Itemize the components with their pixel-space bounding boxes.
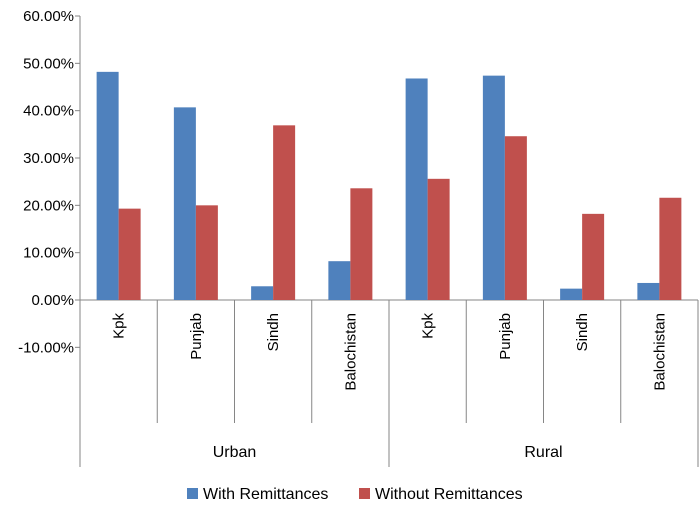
y-tick-labels: 60.00% 50.00% 40.00% 30.00% 20.00% 10.00% 0.00… (18, 8, 74, 356)
legend-label: Without Remittances (375, 486, 523, 503)
x-tick-label: Balochistan (342, 313, 359, 391)
y-tick-label: 30.00% (23, 150, 74, 167)
x-tick-label: Kpk (420, 313, 437, 339)
y-tick-label: 40.00% (23, 103, 74, 120)
x-tick-labels: Kpk Punjab Sindh Balochistan Kpk Punjab Sindh B… (111, 313, 669, 461)
x-tick-label: Balochistan (651, 313, 668, 391)
bar-with-remittances (251, 286, 274, 300)
legend: With Remittances Without Remittances (187, 486, 523, 503)
x-tick-label: Sindh (574, 313, 591, 351)
bar-with-remittances (173, 107, 196, 300)
legend-label: With Remittances (203, 486, 328, 503)
y-tick-label: 60.00% (23, 8, 74, 25)
bar-with-remittances (405, 78, 428, 300)
x-tick-label: Punjab (188, 313, 205, 360)
y-tick-label: 0.00% (31, 292, 74, 309)
bars (96, 71, 682, 300)
bar-without-remittances (118, 208, 141, 300)
legend-swatch (359, 488, 370, 499)
x-tick-label: Kpk (111, 313, 128, 339)
bar-without-remittances (504, 136, 527, 300)
bar-without-remittances (659, 197, 682, 300)
bar-with-remittances (560, 288, 583, 300)
y-tick-label: -10.00% (18, 339, 74, 356)
bar-without-remittances (195, 205, 218, 300)
group-label: Urban (213, 444, 257, 461)
y-tick-label: 10.00% (23, 245, 74, 262)
bar-with-remittances (482, 75, 505, 300)
legend-swatch (187, 488, 198, 499)
bar-without-remittances (427, 178, 450, 300)
y-tick-label: 20.00% (23, 197, 74, 214)
bar-without-remittances (273, 125, 296, 300)
group-label: Rural (524, 444, 562, 461)
bar-with-remittances (328, 261, 351, 300)
x-tick-label: Punjab (497, 313, 514, 360)
axes (75, 15, 699, 467)
bar-with-remittances (96, 71, 119, 300)
bar-with-remittances (637, 282, 660, 300)
x-tick-label: Sindh (265, 313, 282, 351)
bar-without-remittances (350, 188, 373, 300)
y-tick-label: 50.00% (23, 55, 74, 72)
bar-without-remittances (582, 213, 605, 300)
